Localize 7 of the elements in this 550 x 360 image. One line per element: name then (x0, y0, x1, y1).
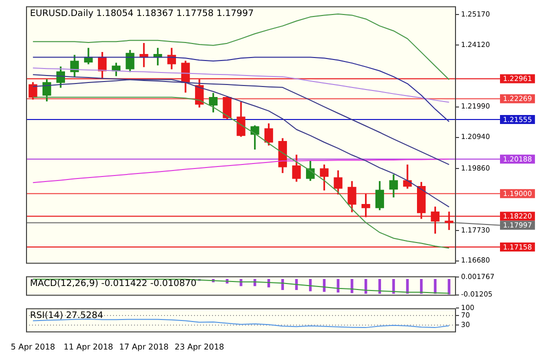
x-tick-label: 11 Apr 2018 (64, 342, 114, 352)
x-tick-label: 5 Apr 2018 (10, 342, 56, 352)
chart-title: EURUSD.Daily 1.18054 1.18367 1.17758 1.17997 (30, 9, 254, 20)
x-tick-label: 23 Apr 2018 (174, 342, 224, 352)
x-tick-label: 17 Apr 2018 (119, 342, 169, 352)
chart-title: MACD(12,26,9) -0.011422 -0.010870 (30, 279, 197, 290)
chart-title: RSI(14) 27.5284 (30, 311, 104, 322)
